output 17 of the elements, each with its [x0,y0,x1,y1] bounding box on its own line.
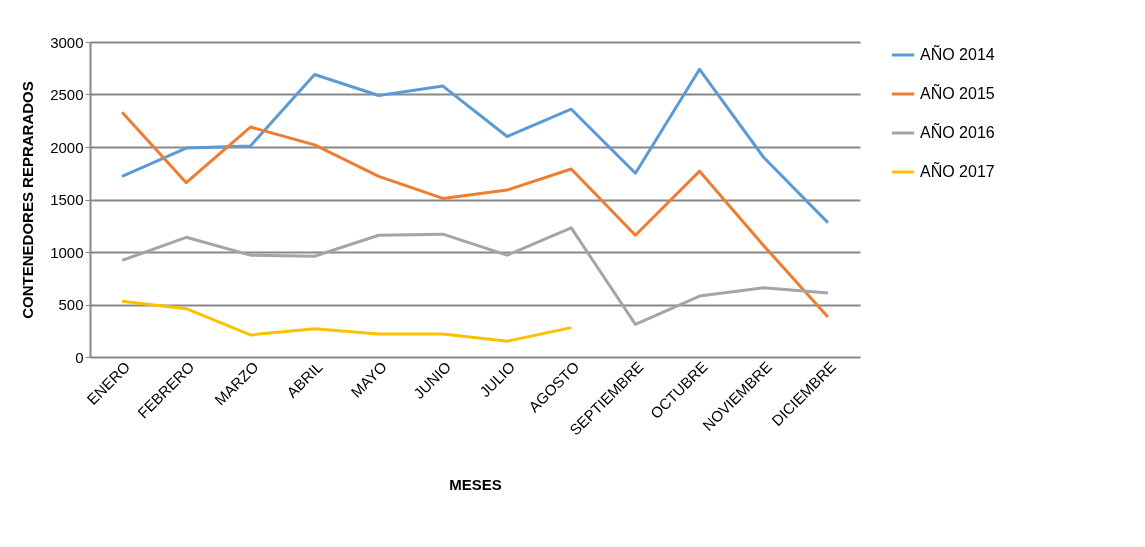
legend-label: AÑO 2015 [920,83,995,102]
y-tick-label: 1000 [50,243,84,261]
y-tick-label: 1500 [50,191,84,208]
y-tick-label: 2000 [50,138,84,156]
line-series [120,299,573,343]
y-tick-label: 0 [75,348,84,366]
y-tick-label: 500 [58,296,84,313]
legend-label: AÑO 2014 [920,44,995,63]
y-tick-label: 2500 [50,86,84,103]
x-axis-title: MESES [449,476,502,494]
line-series [120,226,830,326]
line-series [120,110,830,319]
y-tick-label: 3000 [50,33,84,51]
legend-label: AÑO 2017 [920,161,995,180]
y-axis-title: CONTENEDORES REPRARADOS [19,81,37,319]
legend-label: AÑO 2016 [920,122,995,141]
line-series [120,67,830,225]
